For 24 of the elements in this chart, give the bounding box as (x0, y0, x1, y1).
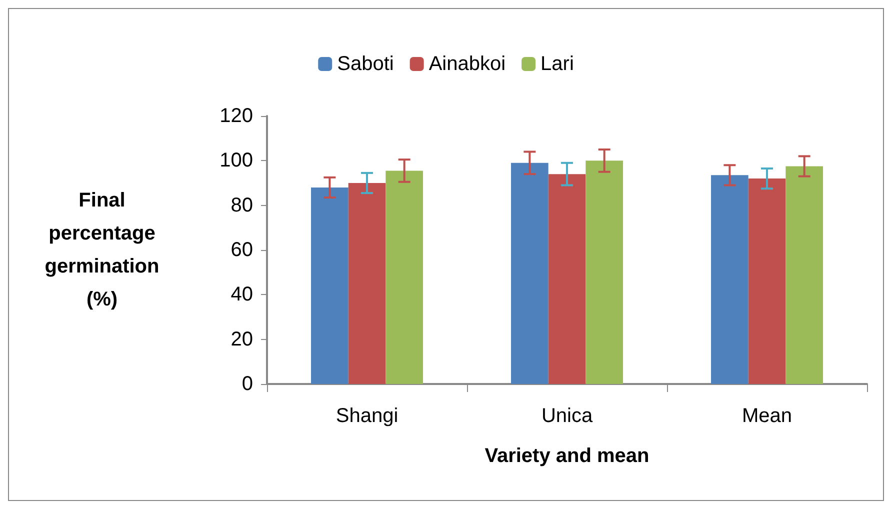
bar (548, 174, 586, 384)
y-tick-label: 60 (230, 239, 253, 261)
bar (386, 170, 423, 384)
y-tick-label: 20 (230, 328, 253, 350)
x-tick-label: Shangi (336, 405, 398, 427)
y-tick-label: 80 (230, 194, 253, 216)
bar (786, 166, 823, 384)
y-tick-label: 120 (220, 105, 253, 127)
bar (748, 178, 786, 384)
x-axis-title: Variety and mean (484, 445, 650, 467)
y-axis-title: Final percentage germination (%) (44, 190, 160, 310)
bar (348, 183, 386, 384)
bar (711, 175, 748, 384)
x-tick-label: Mean (742, 405, 792, 427)
y-tick-label: 100 (220, 150, 253, 172)
bar (311, 187, 348, 384)
legend-label: Saboti (337, 53, 394, 75)
legend-label: Ainabkoi (428, 53, 506, 75)
legend-label: Lari (540, 53, 574, 75)
x-tick-label: Unica (541, 405, 594, 427)
y-tick-label: 40 (230, 284, 253, 306)
bar (586, 160, 623, 384)
bar (511, 162, 548, 384)
y-tick-label: 0 (242, 373, 253, 395)
